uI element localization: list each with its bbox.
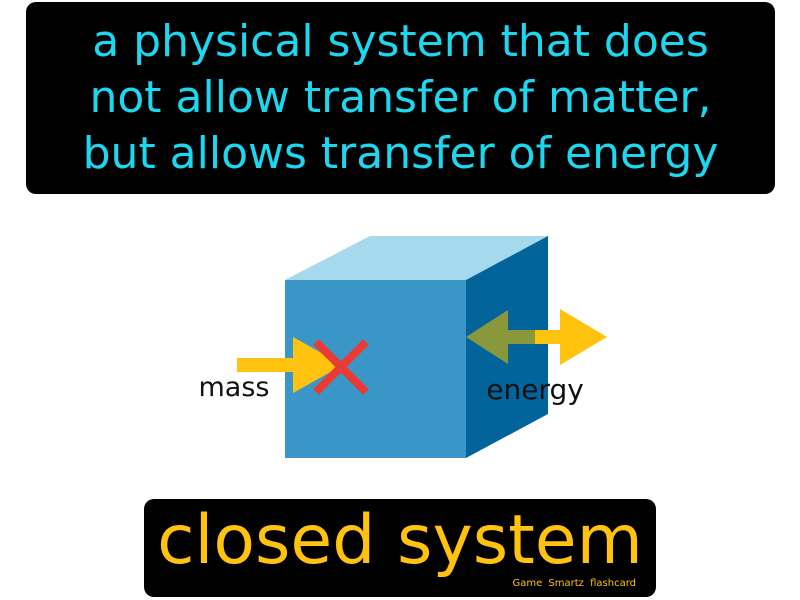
term-box: closed system Game Smartz flashcard [144,499,656,597]
definition-line-2: not allow transfer of matter, [89,72,712,123]
energy-label: energy [486,373,584,406]
definition-box: a physical system that does not allow tr… [26,2,775,194]
mass-label: mass [199,372,270,403]
mass-arrow-icon [237,337,343,393]
brand-text: Game Smartz flashcard [512,578,636,589]
cube-top-face [285,236,548,280]
x-icon [313,339,369,395]
energy-arrow-icon [466,309,607,365]
term-title: closed system [157,501,643,580]
definition-line-3: but allows transfer of energy [82,128,719,179]
definition-line-1: a physical system that does [92,16,709,67]
